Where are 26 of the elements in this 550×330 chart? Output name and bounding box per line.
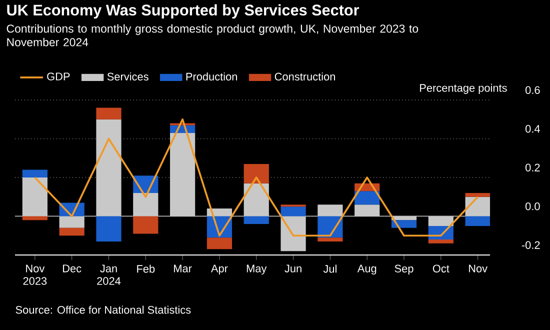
x-tick-label: Sep [394,264,414,275]
x-tick-label: Aug [357,264,376,275]
y-tick-label: 0.6 [526,86,540,94]
x-tick-label: Dec [63,264,82,272]
x-tick-label: Jun [284,264,302,272]
x-tick-label: Jul [323,264,336,273]
y-axis-title: Percentage points [420,84,507,94]
legend-label: GDP [47,72,70,80]
x-tick-label: Nov 2023 [23,264,47,285]
legend-label: Services [107,72,148,81]
legend-label: Construction [274,72,335,81]
x-tick-label: Mar [174,264,192,272]
x-tick-label: Nov [469,264,488,272]
y-tick-label: 0.2 [526,164,540,172]
y-tick-label: 0.4 [526,124,540,133]
y-tick-label: -0.2 [522,241,540,249]
source-note: Source: Office for National Statistics [16,306,191,314]
chart-title: UK Economy Was Supported by Services Sector [7,4,360,19]
x-tick-label: Oct [432,264,450,272]
chart-subtitle: Contributions to monthly gross domestic product growth, UK, November 2023 to November 2024 [6,24,418,46]
x-tick-label: Feb [137,264,155,273]
x-tick-label: May [246,264,267,275]
legend-label: Production [186,72,237,81]
y-tick-label: 0.0 [526,202,540,210]
x-tick-label: Jan 2024 [97,264,121,285]
x-tick-label: Apr [210,264,228,275]
